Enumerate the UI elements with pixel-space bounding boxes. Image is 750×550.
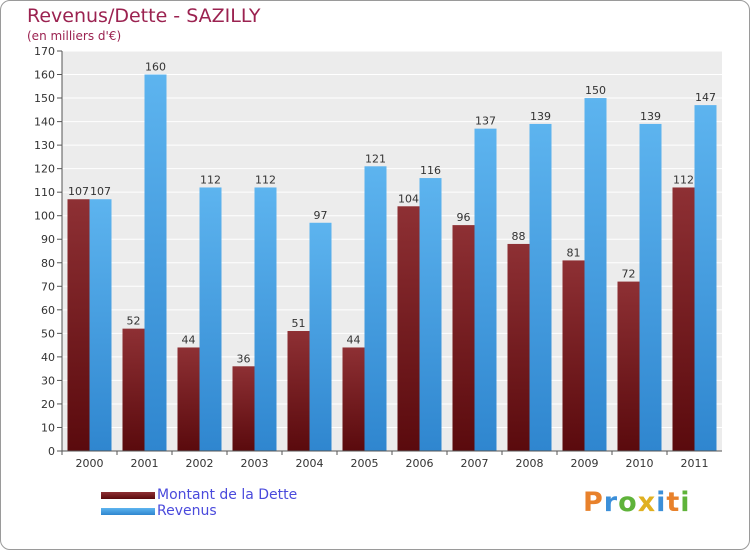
bar-revenus xyxy=(364,166,387,451)
x-tick-label: 2000 xyxy=(76,457,104,470)
data-label-dette: 88 xyxy=(512,230,526,243)
data-label-dette: 36 xyxy=(237,352,251,365)
bar-dette xyxy=(452,225,475,451)
data-label-dette: 112 xyxy=(673,173,694,186)
bar-revenus xyxy=(694,105,717,451)
data-label-dette: 44 xyxy=(347,333,361,346)
y-tick-label: 120 xyxy=(34,163,55,176)
data-label-revenus: 97 xyxy=(314,209,328,222)
bar-dette xyxy=(562,260,585,451)
proxiti-logo: Proxiti xyxy=(583,487,691,518)
proxiti-logo-letter: o xyxy=(618,487,638,518)
bar-revenus xyxy=(529,123,552,452)
data-label-revenus: 107 xyxy=(90,185,111,198)
bar-dette xyxy=(122,328,145,451)
y-tick-label: 150 xyxy=(34,92,55,105)
legend-item-revenus: Revenus xyxy=(101,503,297,519)
y-tick-label: 30 xyxy=(41,374,55,387)
y-tick-label: 130 xyxy=(34,139,55,152)
x-tick-label: 2011 xyxy=(681,457,709,470)
y-tick-label: 110 xyxy=(34,186,55,199)
x-tick-label: 2005 xyxy=(351,457,379,470)
legend: Montant de la Dette Revenus xyxy=(101,487,297,519)
proxiti-logo-letter: t xyxy=(666,487,681,518)
bar-revenus xyxy=(309,222,332,451)
y-tick-label: 0 xyxy=(48,445,55,458)
data-label-revenus: 150 xyxy=(585,84,606,97)
legend-swatch-dette xyxy=(101,491,155,499)
legend-label-revenus: Revenus xyxy=(157,503,217,519)
bar-dette xyxy=(507,243,530,451)
proxiti-logo-letter: i xyxy=(656,487,667,518)
data-label-dette: 96 xyxy=(457,211,471,224)
data-label-dette: 107 xyxy=(68,185,89,198)
y-tick-label: 160 xyxy=(34,69,55,82)
x-tick-label: 2008 xyxy=(516,457,544,470)
data-label-dette: 44 xyxy=(182,333,196,346)
proxiti-logo-letter: i xyxy=(680,487,691,518)
y-tick-label: 70 xyxy=(41,280,55,293)
data-label-dette: 81 xyxy=(567,246,581,259)
legend-item-dette: Montant de la Dette xyxy=(101,487,297,503)
data-label-revenus: 112 xyxy=(255,173,276,186)
y-tick-label: 80 xyxy=(41,257,55,270)
data-label-revenus: 137 xyxy=(475,115,496,128)
y-tick-label: 170 xyxy=(34,45,55,58)
bar-dette xyxy=(342,347,365,451)
x-tick-label: 2001 xyxy=(131,457,159,470)
y-tick-label: 90 xyxy=(41,233,55,246)
bar-dette xyxy=(397,206,420,451)
y-tick-label: 10 xyxy=(41,421,55,434)
data-label-revenus: 160 xyxy=(145,61,166,74)
bar-dette xyxy=(287,331,310,451)
data-label-dette: 51 xyxy=(292,317,306,330)
x-tick-label: 2007 xyxy=(461,457,489,470)
data-label-revenus: 112 xyxy=(200,173,221,186)
proxiti-logo-letter: r xyxy=(603,487,619,518)
x-tick-label: 2002 xyxy=(186,457,214,470)
data-label-dette: 52 xyxy=(127,315,141,328)
bar-revenus xyxy=(89,199,112,451)
data-label-dette: 104 xyxy=(398,192,419,205)
y-tick-label: 140 xyxy=(34,116,55,129)
data-label-revenus: 139 xyxy=(640,110,661,123)
bar-revenus xyxy=(639,123,662,452)
data-label-revenus: 116 xyxy=(420,164,441,177)
bar-revenus xyxy=(584,98,607,451)
bar-dette xyxy=(672,187,695,451)
proxiti-logo-letter: P xyxy=(583,487,604,518)
x-tick-label: 2006 xyxy=(406,457,434,470)
x-tick-label: 2004 xyxy=(296,457,324,470)
data-label-revenus: 147 xyxy=(695,91,716,104)
proxiti-logo-letter: x xyxy=(637,487,657,518)
y-tick-label: 50 xyxy=(41,327,55,340)
x-tick-label: 2003 xyxy=(241,457,269,470)
bar-dette xyxy=(177,347,200,451)
data-label-revenus: 121 xyxy=(365,152,386,165)
data-label-dette: 72 xyxy=(622,268,636,281)
data-label-revenus: 139 xyxy=(530,110,551,123)
y-tick-label: 100 xyxy=(34,210,55,223)
chart-subtitle: (en milliers d'€) xyxy=(27,29,122,43)
bar-revenus xyxy=(199,187,222,451)
legend-label-dette: Montant de la Dette xyxy=(157,487,298,503)
bar-revenus xyxy=(419,178,442,451)
bar-revenus xyxy=(144,74,167,451)
bar-dette xyxy=(67,199,90,451)
chart-title: Revenus/Dette - SAZILLY xyxy=(27,5,261,27)
bar-revenus xyxy=(474,128,497,451)
bar-dette xyxy=(617,281,640,451)
x-tick-label: 2010 xyxy=(626,457,654,470)
plot-area xyxy=(62,51,722,451)
legend-swatch-revenus xyxy=(101,507,155,515)
y-tick-label: 60 xyxy=(41,304,55,317)
bar-revenus xyxy=(254,187,277,451)
x-tick-label: 2009 xyxy=(571,457,599,470)
y-tick-label: 40 xyxy=(41,351,55,364)
y-tick-label: 20 xyxy=(41,398,55,411)
bar-dette xyxy=(232,366,255,451)
